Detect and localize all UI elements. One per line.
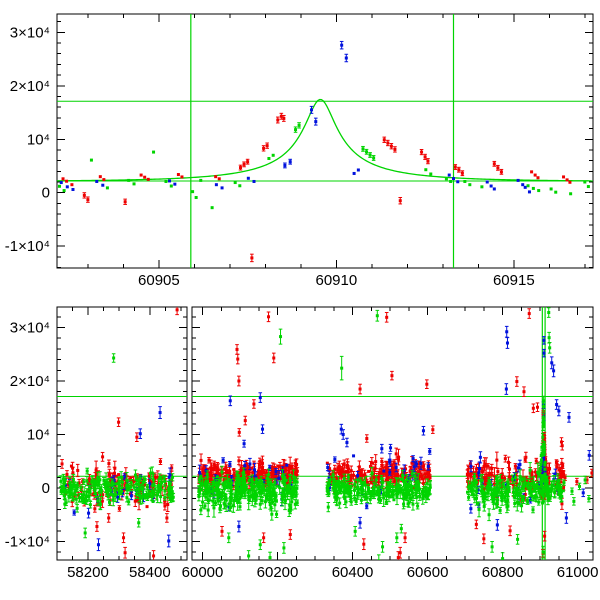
zoom-panel-frame bbox=[56, 13, 594, 269]
full-panel-x-tick-label: 60200 bbox=[257, 564, 299, 581]
zoom-panel-x-tick-label: 60915 bbox=[493, 272, 535, 289]
zoom-panel-y-tick-label: 3×10⁴ bbox=[10, 24, 50, 41]
zoom-panel-y-tick-label: 0 bbox=[42, 185, 50, 202]
full-panel-x-tick-label: 60400 bbox=[332, 564, 374, 581]
zoom-panel-reference-lines bbox=[57, 14, 593, 268]
full-panel-y-tick-label: 0 bbox=[42, 480, 50, 497]
zoom-panel-series-blue bbox=[59, 40, 531, 194]
full-panel-y-tick-label: 2×10⁴ bbox=[10, 373, 50, 390]
full-panel-x-tick-label: 60000 bbox=[182, 564, 224, 581]
zoom-panel-y-tick-label: -1×10⁴ bbox=[5, 238, 50, 255]
full-panel-x-tick-label: 58200 bbox=[67, 564, 109, 581]
zoom-panel: 60905 60910 60915 3×10⁴ 2×10⁴ 10⁴ 0 -1×10⁴ bbox=[5, 13, 594, 289]
full-panel-series-green bbox=[59, 307, 591, 560]
full-panel-frame bbox=[56, 306, 594, 561]
full-panel-tick-labels: 58200 58400 60000 60200 60400 60600 60800 61000… bbox=[5, 320, 599, 582]
zoom-panel-x-tick-label: 60905 bbox=[138, 272, 180, 289]
model-curve bbox=[57, 98, 592, 182]
full-panel-y-tick-label: 3×10⁴ bbox=[10, 320, 50, 337]
zoom-panel-tick-labels: 60905 60910 60915 3×10⁴ 2×10⁴ 10⁴ 0 -1×10⁴ bbox=[5, 24, 535, 289]
zoom-panel-series-green bbox=[57, 122, 590, 210]
full-panel-y-tick-label: -1×10⁴ bbox=[5, 534, 50, 551]
full-panel-y-tick-label: 10⁴ bbox=[27, 427, 50, 444]
zoom-panel-data-points bbox=[57, 40, 590, 263]
full-panel-x-tick-label: 60600 bbox=[407, 564, 449, 581]
full-panel-x-tick-label: 60800 bbox=[482, 564, 524, 581]
zoom-panel-ticks bbox=[57, 14, 593, 269]
full-panel-x-tick-label: 58400 bbox=[129, 564, 171, 581]
zoom-panel-x-tick-label: 60910 bbox=[315, 272, 357, 289]
zoom-panel-y-tick-label: 2×10⁴ bbox=[10, 78, 50, 95]
zoom-panel-series-red bbox=[61, 112, 572, 263]
full-panel-x-tick-label: 61000 bbox=[557, 564, 599, 581]
full-panel-data-points bbox=[59, 307, 593, 560]
zoom-panel-y-tick-label: 10⁴ bbox=[27, 131, 50, 148]
full-panel: 58200 58400 60000 60200 60400 60600 60800 61000… bbox=[5, 306, 599, 582]
